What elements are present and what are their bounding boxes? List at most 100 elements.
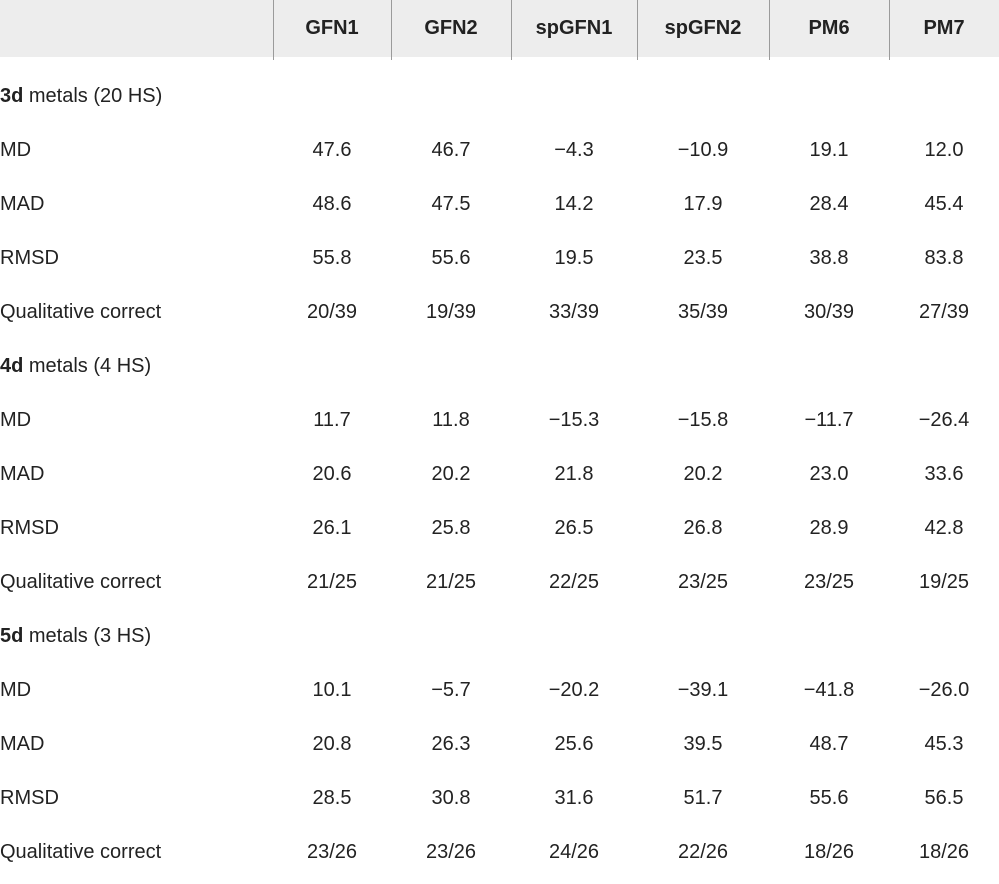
cell-value: 51.7: [683, 786, 723, 809]
cell-value: 19.1: [809, 138, 849, 161]
section-header-row: 5d metals (3 HS): [0, 609, 999, 663]
column-header-spgfn1: spGFN1: [511, 0, 637, 60]
cell-value: 19/39: [425, 300, 477, 323]
cell-value: 55.8: [312, 246, 352, 269]
table-row: Qualitative correct 20/39 19/39 33/39 35/39 3…: [0, 285, 999, 339]
header-row: GFN1 GFN2 spGFN1 spGFN2 PM6 PM7: [0, 0, 999, 60]
row-label: Qualitative correct: [0, 840, 162, 863]
column-header-empty: [0, 0, 273, 57]
cell-value: 18/26: [918, 840, 970, 863]
cell-value: 20.8: [312, 732, 352, 755]
section-title: 5d metals (3 HS): [0, 624, 152, 647]
row-label: RMSD: [0, 516, 59, 539]
cell-value: 21/25: [425, 570, 477, 593]
cell-value: 28.5: [312, 786, 352, 809]
section-title-bold: 4d: [0, 354, 24, 377]
cell-value: 20/39: [306, 300, 358, 323]
cell-value: 33.6: [924, 462, 964, 485]
cell-value: 55.6: [431, 246, 471, 269]
section-header-row: 4d metals (4 HS): [0, 339, 999, 393]
cell-value: 23/25: [803, 570, 855, 593]
cell-value: 30/39: [803, 300, 855, 323]
cell-value: −5.7: [431, 678, 471, 701]
cell-value: 19/25: [918, 570, 970, 593]
table-body: 3d metals (20 HS) MD 47.6 46.7 −4.3 −10.9 19.1…: [0, 57, 999, 879]
cell-value: 38.8: [809, 246, 849, 269]
column-header-pm7: PM7: [889, 0, 999, 60]
table-row: MD 47.6 46.7 −4.3 −10.9 19.1 12.0: [0, 123, 999, 177]
cell-value: 42.8: [924, 516, 964, 539]
cell-value: 45.3: [924, 732, 964, 755]
cell-value: −15.8: [677, 408, 729, 431]
column-header-spgfn2: spGFN2: [637, 0, 769, 60]
cell-value: 24/26: [548, 840, 600, 863]
table-row: MAD 20.8 26.3 25.6 39.5 48.7 45.3: [0, 717, 999, 771]
row-label: Qualitative correct: [0, 300, 162, 323]
cell-value: 20.6: [312, 462, 352, 485]
row-label: MAD: [0, 462, 45, 485]
row-label: RMSD: [0, 246, 59, 269]
cell-value: −41.8: [803, 678, 855, 701]
table-row: Qualitative correct 23/26 23/26 24/26 22/26 1…: [0, 825, 999, 879]
cell-value: 20.2: [683, 462, 723, 485]
row-label: MD: [0, 408, 32, 431]
cell-value: 26.5: [554, 516, 594, 539]
cell-value: 55.6: [809, 786, 849, 809]
cell-value: 23/26: [306, 840, 358, 863]
cell-value: 23/25: [677, 570, 729, 593]
row-label: RMSD: [0, 786, 59, 809]
cell-value: 26.8: [683, 516, 723, 539]
cell-value: −11.7: [804, 408, 854, 431]
column-header-gfn2: GFN2: [391, 0, 511, 60]
cell-value: −15.3: [548, 408, 600, 431]
table-row: RMSD 26.1 25.8 26.5 26.8 28.9 42.8: [0, 501, 999, 555]
cell-value: 45.4: [924, 192, 964, 215]
cell-value: 25.6: [554, 732, 594, 755]
cell-value: 48.6: [312, 192, 352, 215]
cell-value: 48.7: [809, 732, 849, 755]
table-row: RMSD 28.5 30.8 31.6 51.7 55.6 56.5: [0, 771, 999, 825]
cell-value: 14.2: [554, 192, 594, 215]
cell-value: 25.8: [431, 516, 471, 539]
cell-value: 21/25: [306, 570, 358, 593]
row-label: Qualitative correct: [0, 570, 162, 593]
cell-value: 28.4: [809, 192, 849, 215]
cell-value: 19.5: [554, 246, 594, 269]
cell-value: 28.9: [809, 516, 849, 539]
column-header-gfn1: GFN1: [273, 0, 391, 60]
cell-value: −10.9: [677, 138, 729, 161]
cell-value: −20.2: [548, 678, 600, 701]
table-row: MAD 20.6 20.2 21.8 20.2 23.0 33.6: [0, 447, 999, 501]
cell-value: −39.1: [677, 678, 729, 701]
cell-value: 22/26: [677, 840, 729, 863]
table-row: Qualitative correct 21/25 21/25 22/25 23/25 2…: [0, 555, 999, 609]
cell-value: −26.4: [918, 408, 970, 431]
cell-value: 31.6: [554, 786, 594, 809]
cell-value: 22/25: [548, 570, 600, 593]
cell-value: 35/39: [677, 300, 729, 323]
cell-value: −4.3: [554, 138, 594, 161]
row-label: MAD: [0, 192, 45, 215]
cell-value: 30.8: [431, 786, 471, 809]
cell-value: 10.1: [312, 678, 352, 701]
row-label: MD: [0, 678, 32, 701]
table-row: MD 10.1 −5.7 −20.2 −39.1 −41.8 −26.0: [0, 663, 999, 717]
cell-value: 23/26: [425, 840, 477, 863]
table-row: MAD 48.6 47.5 14.2 17.9 28.4 45.4: [0, 177, 999, 231]
table-row: RMSD 55.8 55.6 19.5 23.5 38.8 83.8: [0, 231, 999, 285]
cell-value: 11.8: [432, 408, 470, 431]
cell-value: 26.3: [431, 732, 471, 755]
cell-value: 18/26: [803, 840, 855, 863]
row-label: MAD: [0, 732, 45, 755]
section-title: 4d metals (4 HS): [0, 354, 152, 377]
cell-value: 20.2: [431, 462, 471, 485]
section-title: 3d metals (20 HS): [0, 84, 163, 107]
row-label: MD: [0, 138, 32, 161]
cell-value: 21.8: [554, 462, 594, 485]
section-header-row: 3d metals (20 HS): [0, 69, 999, 123]
column-header-pm6: PM6: [769, 0, 889, 60]
cell-value: 47.5: [431, 192, 471, 215]
cell-value: 47.6: [312, 138, 352, 161]
table-row: MD 11.7 11.8 −15.3 −15.8 −11.7 −26.4: [0, 393, 999, 447]
